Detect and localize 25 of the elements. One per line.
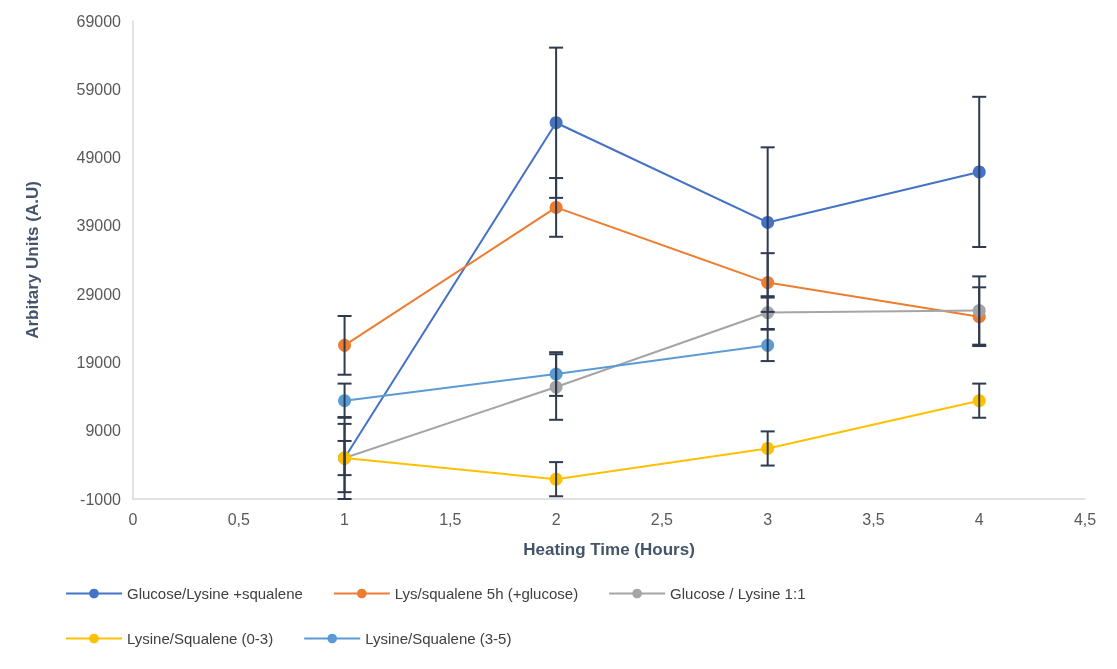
y-tick-label: -1000 xyxy=(80,490,122,508)
x-tick-label: 1 xyxy=(340,510,350,528)
x-tick-label: 4,5 xyxy=(1073,510,1097,528)
y-tick-label: 39000 xyxy=(76,217,122,235)
y-tick-label: 49000 xyxy=(76,149,122,167)
x-tick-label: 3,5 xyxy=(862,510,885,528)
legend-label: Glucose/Lysine +squalene xyxy=(127,585,303,602)
x-tick-label: 0 xyxy=(128,510,138,528)
x-axis-title: Heating Time (Hours) xyxy=(523,540,695,559)
legend-label: Lysine/Squalene (3-5) xyxy=(365,630,512,647)
x-tick-label: 2,5 xyxy=(650,510,674,528)
y-tick-label: 9000 xyxy=(85,422,122,440)
legend-label: Glucose / Lysine 1:1 xyxy=(670,585,806,602)
y-tick-label: 19000 xyxy=(76,353,122,371)
legend-label: Lysine/Squalene (0-3) xyxy=(127,630,274,647)
y-tick-label: 59000 xyxy=(76,80,122,98)
x-tick-label: 4 xyxy=(974,510,984,528)
x-tick-label: 0,5 xyxy=(227,510,250,528)
y-tick-label: 29000 xyxy=(76,285,122,303)
x-tick-label: 2 xyxy=(551,510,561,528)
y-axis-title: Arbitary Units (A.U) xyxy=(23,181,42,339)
legend-label: Lys/squalene 5h (+glucose) xyxy=(394,585,579,602)
y-tick-label: 69000 xyxy=(76,12,122,30)
x-tick-label: 3 xyxy=(763,510,773,528)
x-tick-label: 1,5 xyxy=(439,510,462,528)
